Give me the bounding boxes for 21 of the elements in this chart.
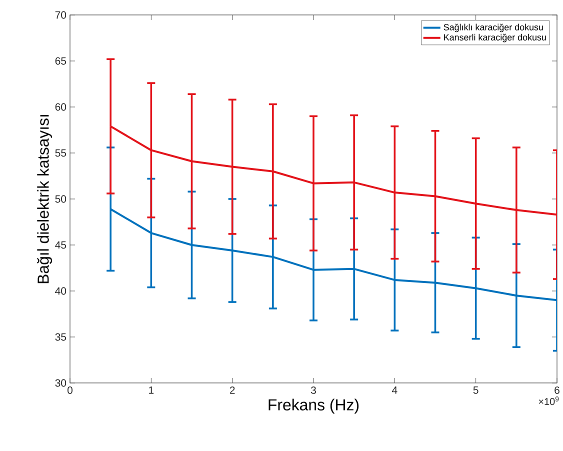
legend-label: Sağlıklı karaciğer dokusu (444, 24, 543, 32)
x-tick-label: 4 (392, 386, 398, 394)
y-tick-label: 55 (55, 149, 66, 157)
y-tick-label: 50 (55, 195, 66, 203)
legend-label: Kanserli karaciğer dokusu (444, 34, 546, 42)
text: ×10$^{9}$ (538, 396, 559, 406)
y-tick-label: 30 (55, 379, 66, 387)
x-tick-label: 2 (230, 386, 235, 394)
y-tick-label: 45 (55, 241, 66, 249)
x-axis-title: Frekans (Hz) (268, 398, 359, 414)
x-tick-label: 1 (149, 386, 154, 394)
x-tick-label: 3 (310, 386, 316, 394)
y-tick-label: 65 (55, 57, 66, 65)
y-axis-title: Bağıl dielektrik katsayısı (36, 115, 52, 284)
y-tick-label: 70 (55, 11, 66, 19)
y-tick-label: 40 (55, 287, 66, 295)
x-tick-label: 6 (554, 386, 560, 394)
x-tick-label: 0 (68, 386, 73, 394)
y-tick-label: 60 (55, 103, 66, 111)
y-tick-label: 35 (55, 333, 66, 341)
x-tick-label: 5 (473, 386, 478, 394)
